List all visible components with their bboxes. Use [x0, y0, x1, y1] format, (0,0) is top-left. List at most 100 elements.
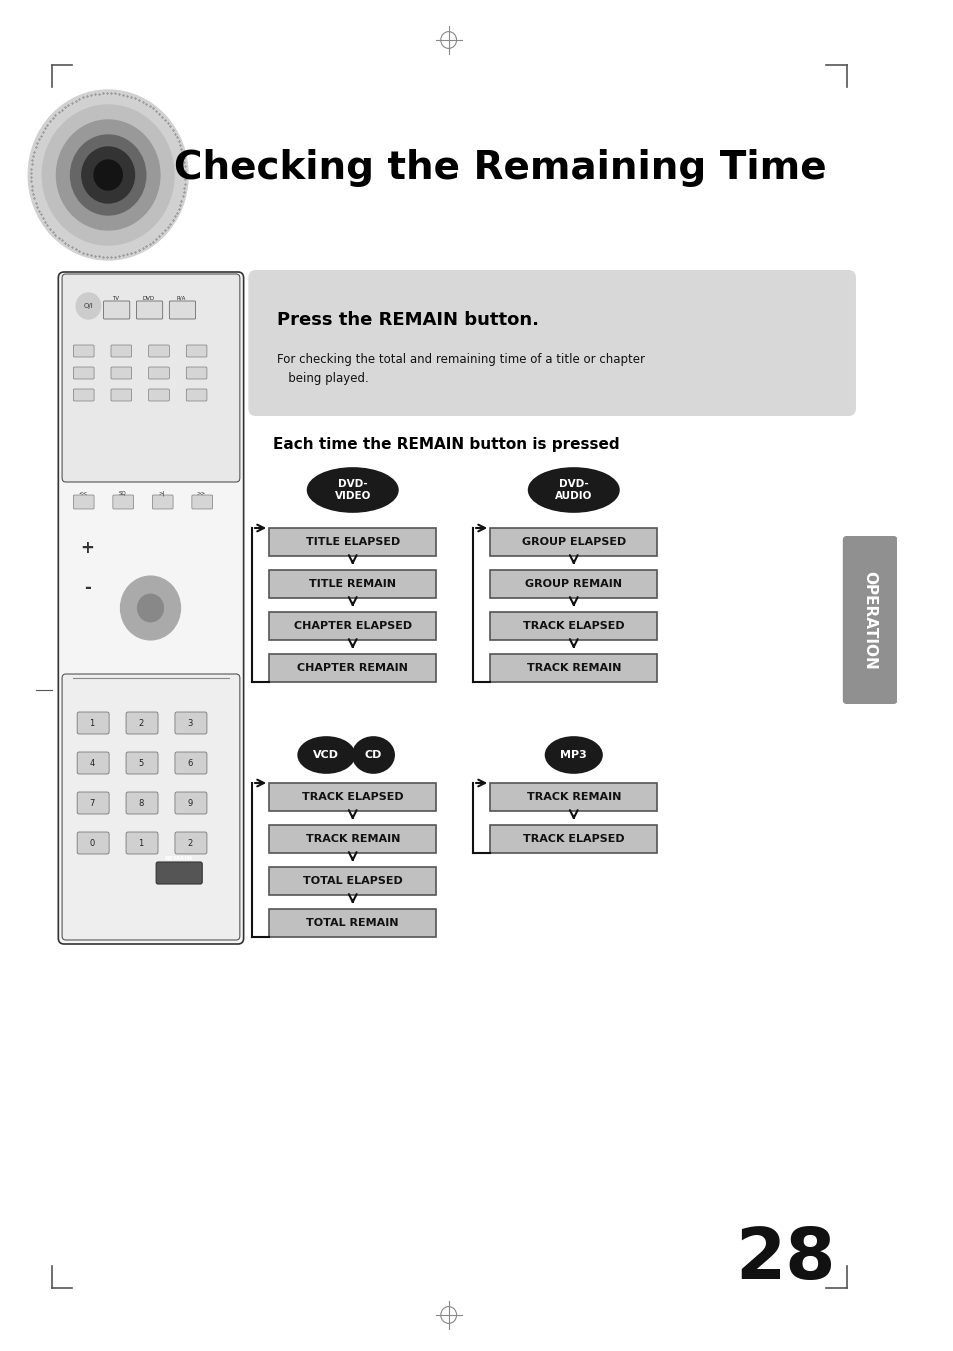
FancyBboxPatch shape	[58, 272, 243, 944]
Text: 2: 2	[187, 839, 193, 847]
Text: TRACK REMAIN: TRACK REMAIN	[526, 792, 620, 802]
FancyBboxPatch shape	[186, 345, 207, 357]
Text: TRACK REMAIN: TRACK REMAIN	[305, 834, 399, 844]
Text: OPERATION: OPERATION	[862, 570, 877, 669]
Circle shape	[56, 120, 160, 230]
FancyBboxPatch shape	[112, 494, 133, 509]
FancyBboxPatch shape	[269, 784, 436, 811]
FancyBboxPatch shape	[269, 867, 436, 894]
Text: TOTAL REMAIN: TOTAL REMAIN	[306, 917, 398, 928]
Circle shape	[76, 293, 100, 319]
FancyBboxPatch shape	[490, 612, 657, 640]
FancyBboxPatch shape	[490, 654, 657, 682]
Text: 5: 5	[138, 758, 144, 767]
FancyBboxPatch shape	[152, 494, 172, 509]
Text: CHAPTER ELAPSED: CHAPTER ELAPSED	[294, 621, 412, 631]
FancyBboxPatch shape	[62, 274, 239, 482]
FancyBboxPatch shape	[269, 909, 436, 938]
Text: 4: 4	[90, 758, 94, 767]
Text: TITLE ELAPSED: TITLE ELAPSED	[305, 536, 399, 547]
Text: 0: 0	[90, 839, 94, 847]
FancyBboxPatch shape	[111, 367, 132, 380]
Circle shape	[94, 159, 122, 190]
Text: TRACK ELAPSED: TRACK ELAPSED	[522, 834, 624, 844]
FancyBboxPatch shape	[186, 367, 207, 380]
Text: VCD: VCD	[314, 750, 339, 761]
Text: Each time the REMAIN button is pressed: Each time the REMAIN button is pressed	[273, 438, 618, 453]
Text: TITLE REMAIN: TITLE REMAIN	[309, 580, 395, 589]
FancyBboxPatch shape	[174, 712, 207, 734]
Text: TOTAL ELAPSED: TOTAL ELAPSED	[302, 875, 402, 886]
Text: REMAIN: REMAIN	[165, 857, 193, 862]
FancyBboxPatch shape	[77, 753, 109, 774]
Text: Checking the Remaining Time: Checking the Remaining Time	[173, 149, 825, 186]
FancyBboxPatch shape	[490, 784, 657, 811]
FancyBboxPatch shape	[103, 301, 130, 319]
FancyBboxPatch shape	[73, 389, 94, 401]
FancyBboxPatch shape	[192, 494, 213, 509]
Text: 6: 6	[187, 758, 193, 767]
FancyBboxPatch shape	[156, 862, 202, 884]
FancyBboxPatch shape	[841, 536, 897, 704]
FancyBboxPatch shape	[111, 345, 132, 357]
FancyBboxPatch shape	[73, 367, 94, 380]
Circle shape	[82, 147, 134, 203]
FancyBboxPatch shape	[186, 389, 207, 401]
FancyBboxPatch shape	[149, 345, 169, 357]
Text: CHAPTER REMAIN: CHAPTER REMAIN	[297, 663, 408, 673]
Circle shape	[42, 105, 173, 245]
FancyBboxPatch shape	[126, 712, 158, 734]
FancyBboxPatch shape	[77, 832, 109, 854]
Circle shape	[71, 135, 146, 215]
FancyBboxPatch shape	[490, 528, 657, 557]
Text: +: +	[80, 539, 94, 557]
FancyBboxPatch shape	[269, 570, 436, 598]
FancyBboxPatch shape	[490, 825, 657, 852]
Text: DVD-
VIDEO: DVD- VIDEO	[335, 478, 371, 501]
FancyBboxPatch shape	[248, 270, 855, 416]
Text: 8: 8	[138, 798, 144, 808]
Text: TV: TV	[112, 296, 119, 300]
Text: 1: 1	[90, 719, 94, 727]
Text: >|: >|	[158, 490, 165, 496]
Text: 9: 9	[187, 798, 193, 808]
FancyBboxPatch shape	[126, 832, 158, 854]
Text: GROUP REMAIN: GROUP REMAIN	[525, 580, 621, 589]
FancyBboxPatch shape	[73, 494, 94, 509]
FancyBboxPatch shape	[269, 825, 436, 852]
Text: 2: 2	[138, 719, 144, 727]
FancyBboxPatch shape	[77, 712, 109, 734]
Text: MP3: MP3	[559, 750, 586, 761]
Text: O/I: O/I	[84, 303, 93, 309]
FancyBboxPatch shape	[126, 753, 158, 774]
FancyBboxPatch shape	[149, 389, 169, 401]
Text: 1: 1	[138, 839, 144, 847]
FancyBboxPatch shape	[174, 792, 207, 815]
Ellipse shape	[298, 738, 355, 773]
Text: R/A: R/A	[176, 296, 186, 300]
FancyBboxPatch shape	[62, 674, 239, 940]
FancyBboxPatch shape	[77, 792, 109, 815]
FancyBboxPatch shape	[136, 301, 163, 319]
Text: TRACK REMAIN: TRACK REMAIN	[526, 663, 620, 673]
Text: >>: >>	[196, 490, 206, 496]
Ellipse shape	[307, 467, 397, 512]
FancyBboxPatch shape	[490, 570, 657, 598]
FancyBboxPatch shape	[126, 792, 158, 815]
Text: 28: 28	[735, 1225, 835, 1294]
FancyBboxPatch shape	[149, 367, 169, 380]
FancyBboxPatch shape	[269, 654, 436, 682]
FancyBboxPatch shape	[269, 528, 436, 557]
Ellipse shape	[545, 738, 601, 773]
Circle shape	[137, 594, 164, 621]
Text: For checking the total and remaining time of a title or chapter
   being played.: For checking the total and remaining tim…	[276, 353, 644, 385]
Ellipse shape	[528, 467, 618, 512]
FancyBboxPatch shape	[111, 389, 132, 401]
FancyBboxPatch shape	[174, 753, 207, 774]
Text: 3: 3	[187, 719, 193, 727]
FancyBboxPatch shape	[174, 832, 207, 854]
Text: GROUP ELAPSED: GROUP ELAPSED	[521, 536, 625, 547]
Text: SQ: SQ	[118, 490, 126, 496]
Ellipse shape	[353, 738, 394, 773]
Text: 7: 7	[90, 798, 94, 808]
